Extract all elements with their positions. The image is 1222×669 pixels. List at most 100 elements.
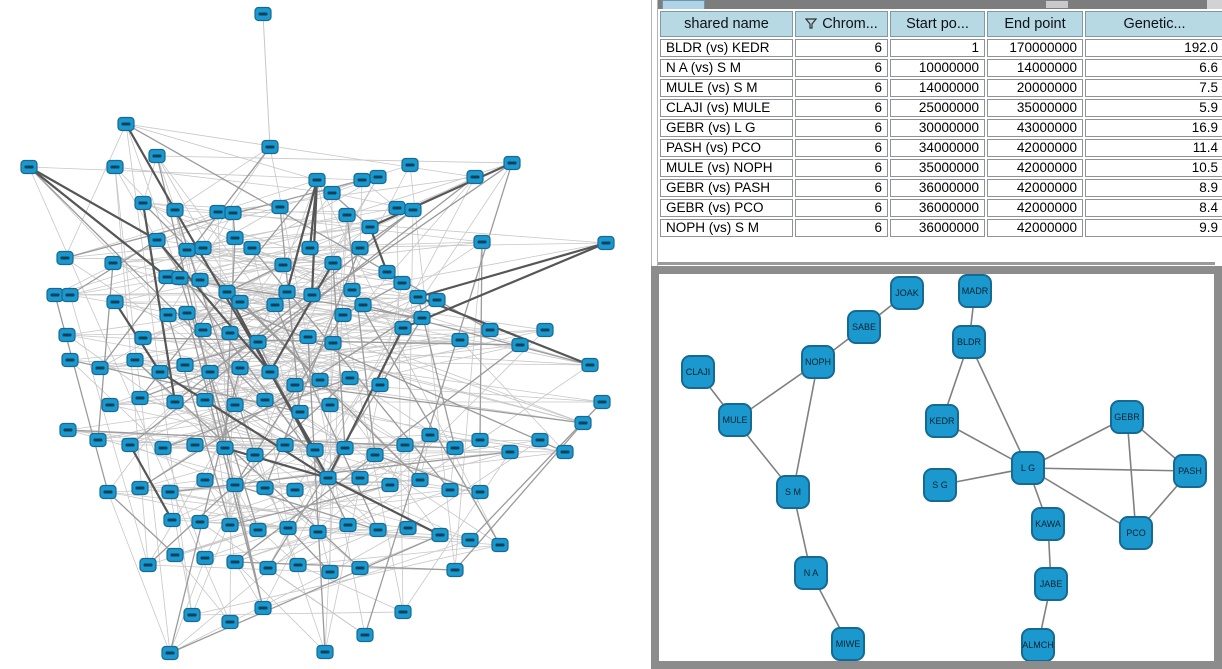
- network-node[interactable]: [461, 532, 479, 548]
- column-header-end-point[interactable]: End point: [987, 11, 1083, 37]
- subnetwork-view[interactable]: JOAK MADR SABE NOPH CLAJI BLDR MULE KEDR GEBR L G…: [651, 266, 1222, 669]
- horizontal-scrollbar-thumb[interactable]: [1046, 1, 1068, 8]
- network-node[interactable]: [316, 644, 334, 660]
- network-node[interactable]: [221, 517, 239, 533]
- network-node[interactable]: [163, 512, 181, 528]
- network-node[interactable]: [20, 159, 38, 175]
- subnetwork-node-mule[interactable]: MULE: [718, 403, 752, 437]
- network-node[interactable]: [491, 537, 509, 553]
- network-node[interactable]: [404, 202, 422, 218]
- network-node[interactable]: [89, 432, 107, 448]
- network-node[interactable]: [354, 297, 372, 313]
- subnetwork-node-pco[interactable]: PCO: [1119, 516, 1153, 550]
- network-node[interactable]: [286, 482, 304, 498]
- network-node[interactable]: [574, 415, 592, 431]
- subnetwork-node-kedr[interactable]: KEDR: [925, 404, 959, 438]
- network-node[interactable]: [104, 255, 122, 271]
- network-node[interactable]: [393, 275, 411, 291]
- network-node[interactable]: [196, 392, 214, 408]
- network-node[interactable]: [249, 522, 267, 538]
- network-node[interactable]: [221, 614, 239, 630]
- network-node[interactable]: [301, 240, 319, 256]
- network-node[interactable]: [166, 547, 184, 563]
- network-node[interactable]: [274, 257, 292, 273]
- subnetwork-canvas[interactable]: JOAK MADR SABE NOPH CLAJI BLDR MULE KEDR GEBR L G…: [659, 274, 1214, 661]
- network-node[interactable]: [254, 6, 272, 22]
- network-node[interactable]: [279, 520, 297, 536]
- network-node[interactable]: [446, 440, 464, 456]
- network-node[interactable]: [321, 397, 339, 413]
- table-row[interactable]: GEBR (vs) L G 6 30000000 43000000 16.9: [660, 119, 1222, 137]
- table-row[interactable]: GEBR (vs) PCO 6 36000000 42000000 8.4: [660, 199, 1222, 217]
- network-node[interactable]: [196, 550, 214, 566]
- subnetwork-node-joak[interactable]: JOAK: [890, 276, 924, 310]
- network-node[interactable]: [134, 195, 152, 211]
- network-node[interactable]: [503, 155, 521, 171]
- network-node[interactable]: [246, 447, 264, 463]
- network-node[interactable]: [343, 282, 361, 298]
- table-row[interactable]: PASH (vs) PCO 6 34000000 42000000 11.4: [660, 139, 1222, 157]
- network-node[interactable]: [231, 360, 249, 376]
- network-node[interactable]: [388, 200, 406, 216]
- subnetwork-node-sabe[interactable]: SABE: [847, 310, 881, 344]
- table-row[interactable]: NOPH (vs) S M 6 36000000 42000000 9.9: [660, 219, 1222, 237]
- network-node[interactable]: [289, 557, 307, 573]
- network-node[interactable]: [366, 447, 384, 463]
- network-node[interactable]: [556, 444, 574, 460]
- network-node[interactable]: [61, 352, 79, 368]
- subnetwork-node-miwe[interactable]: MIWE: [831, 627, 865, 661]
- subnetwork-node-bldr[interactable]: BLDR: [952, 325, 986, 359]
- network-node[interactable]: [176, 357, 194, 373]
- network-node[interactable]: [139, 557, 157, 573]
- table-row[interactable]: N A (vs) S M 6 10000000 14000000 6.6: [660, 59, 1222, 77]
- network-node[interactable]: [154, 440, 172, 456]
- table-row[interactable]: GEBR (vs) PASH 6 36000000 42000000 8.9: [660, 179, 1222, 197]
- network-node[interactable]: [201, 364, 219, 380]
- network-node[interactable]: [446, 562, 464, 578]
- network-node[interactable]: [451, 332, 469, 348]
- network-node[interactable]: [276, 437, 294, 453]
- table-tab-fragment[interactable]: [662, 0, 705, 9]
- network-node[interactable]: [261, 139, 279, 155]
- network-node[interactable]: [501, 444, 519, 460]
- network-node[interactable]: [58, 327, 76, 343]
- network-node[interactable]: [261, 364, 279, 380]
- network-node[interactable]: [166, 202, 184, 218]
- network-node[interactable]: [286, 377, 304, 393]
- main-network-view[interactable]: [0, 0, 652, 669]
- network-node[interactable]: [361, 219, 379, 235]
- network-node[interactable]: [413, 310, 431, 326]
- network-node[interactable]: [191, 272, 209, 288]
- table-row[interactable]: MULE (vs) NOPH 6 35000000 42000000 10.5: [660, 159, 1222, 177]
- table-row[interactable]: BLDR (vs) KEDR 6 1 170000000 192.0: [660, 39, 1222, 57]
- network-node[interactable]: [231, 294, 249, 310]
- network-node[interactable]: [271, 199, 289, 215]
- network-node[interactable]: [226, 397, 244, 413]
- main-network-canvas[interactable]: [0, 0, 652, 669]
- filter-funnel-icon[interactable]: [805, 18, 818, 29]
- network-node[interactable]: [324, 255, 342, 271]
- network-node[interactable]: [106, 294, 124, 310]
- network-node[interactable]: [306, 442, 324, 458]
- network-node[interactable]: [224, 205, 242, 221]
- network-node[interactable]: [226, 554, 244, 570]
- network-node[interactable]: [194, 322, 212, 338]
- network-node[interactable]: [338, 207, 356, 223]
- network-node[interactable]: [399, 520, 417, 536]
- network-node[interactable]: [311, 372, 329, 388]
- network-node[interactable]: [369, 169, 387, 185]
- network-node[interactable]: [131, 390, 149, 406]
- network-node[interactable]: [278, 284, 296, 300]
- column-header-genetic---[interactable]: Genetic...: [1085, 11, 1222, 37]
- network-node[interactable]: [581, 357, 599, 373]
- network-node[interactable]: [308, 172, 326, 188]
- network-node[interactable]: [117, 116, 135, 132]
- network-node[interactable]: [226, 477, 244, 493]
- network-node[interactable]: [191, 514, 209, 530]
- network-node[interactable]: [256, 392, 274, 408]
- network-node[interactable]: [171, 270, 189, 286]
- network-node[interactable]: [291, 404, 309, 420]
- network-node[interactable]: [183, 607, 201, 623]
- network-node[interactable]: [351, 560, 369, 576]
- network-node[interactable]: [61, 287, 79, 303]
